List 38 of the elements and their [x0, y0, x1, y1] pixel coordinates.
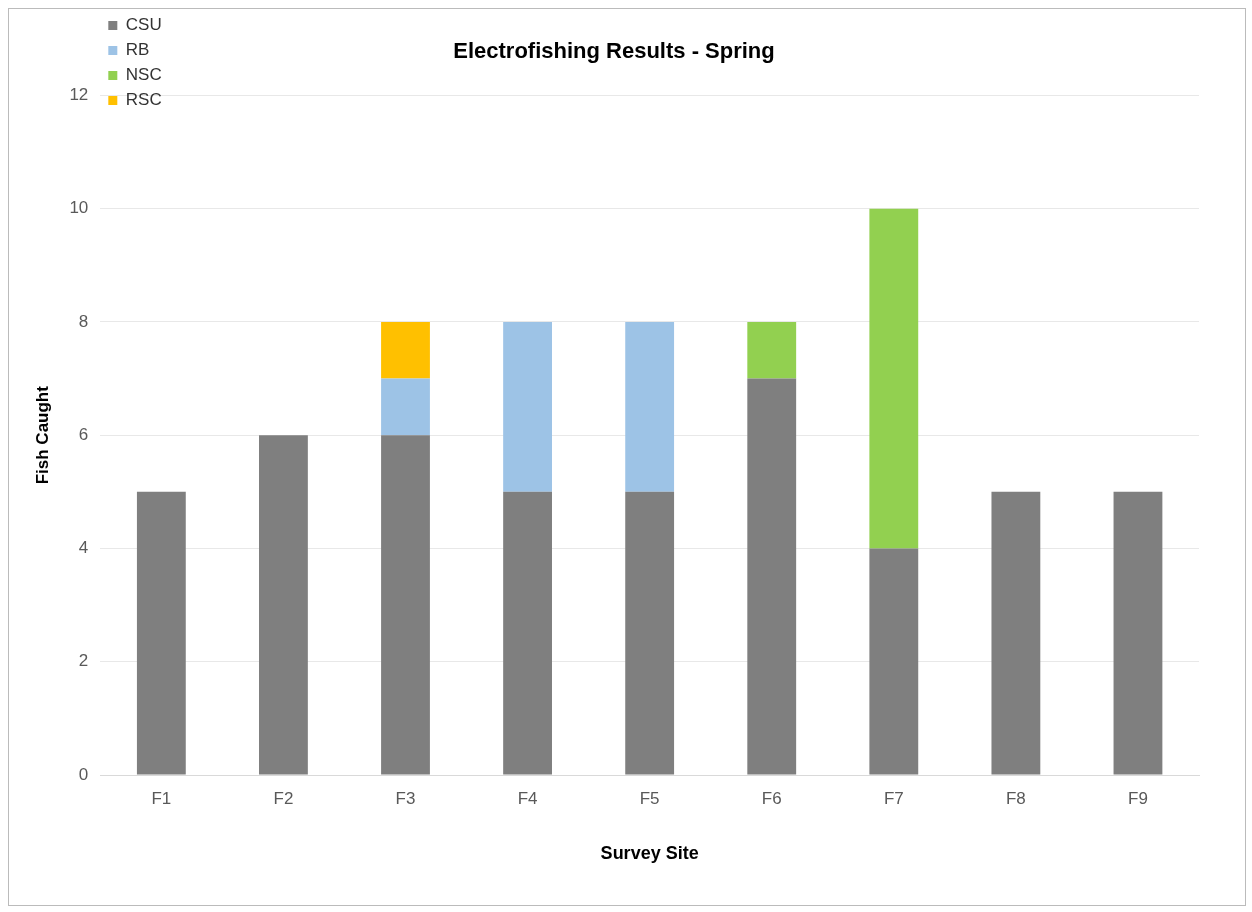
- y-tick-label: 6: [78, 424, 89, 444]
- x-tick-label: F5: [639, 788, 660, 808]
- y-tick-label: 10: [69, 198, 89, 218]
- x-tick-label: F9: [1128, 788, 1148, 808]
- bar: [1113, 491, 1163, 775]
- x-tick-label: F7: [883, 788, 904, 808]
- x-tick-label: F8: [1005, 788, 1026, 808]
- x-tick-label: F6: [761, 788, 782, 808]
- y-tick-label: 0: [78, 764, 89, 784]
- bar: [259, 435, 308, 775]
- x-tick-label: F1: [151, 788, 172, 808]
- bar: [991, 491, 1041, 775]
- bar: [381, 321, 430, 379]
- bar: [869, 548, 919, 775]
- bar: [503, 321, 552, 492]
- bar: [625, 321, 675, 492]
- y-tick-label: 2: [78, 651, 89, 671]
- legend-label: CSU: [125, 15, 162, 35]
- legend-label: RSC: [125, 90, 162, 110]
- bar: [381, 378, 430, 436]
- bar: [503, 491, 552, 775]
- y-tick-label: 12: [69, 85, 89, 105]
- bar: [747, 378, 797, 775]
- x-tick-label: F2: [273, 788, 294, 808]
- x-tick-label: F3: [395, 788, 416, 808]
- x-tick-label: F4: [517, 788, 538, 808]
- bar: [869, 208, 919, 549]
- chart-title: Electrofishing Results - Spring: [453, 38, 775, 64]
- y-tick-label: 8: [78, 311, 89, 331]
- y-axis-title: Fish Caught: [32, 385, 52, 485]
- legend-label: NSC: [125, 65, 162, 85]
- x-axis-title: Survey Site: [600, 843, 699, 864]
- bar: [381, 435, 430, 775]
- bar: [747, 321, 797, 379]
- bar: [136, 491, 186, 775]
- legend-label: RB: [125, 40, 150, 60]
- bar: [625, 491, 675, 775]
- y-tick-label: 4: [78, 538, 89, 558]
